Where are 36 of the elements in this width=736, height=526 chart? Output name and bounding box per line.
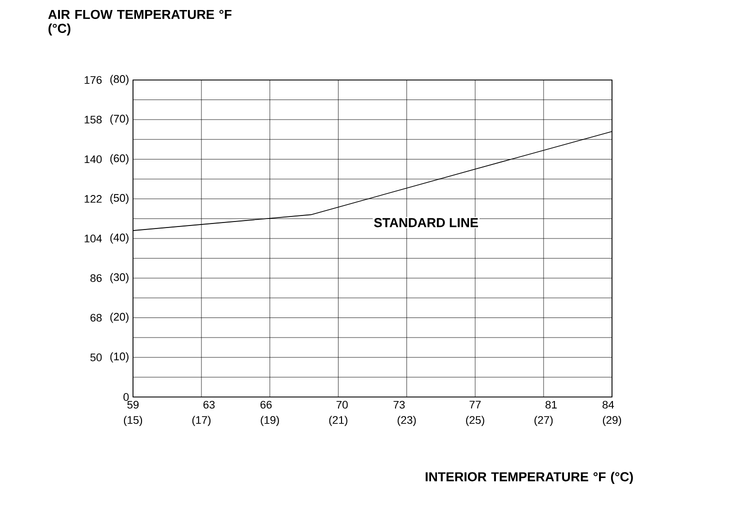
x-tick-label: (29): [602, 416, 622, 426]
y2-tick-label: 50: [90, 353, 102, 362]
y-axis-title: AIR FLOW TEMPERATURE °F (°C): [48, 10, 232, 36]
y-tick-label: (30): [110, 273, 128, 284]
y2-tick-label: 158: [84, 116, 102, 124]
x2-tick-label: 66: [260, 400, 272, 409]
x-tick-label: (15): [124, 416, 142, 426]
y-tick-label: 0: [123, 393, 129, 401]
x-axis-title: INTERIOR TEMPERATURE °F (°C): [426, 472, 633, 484]
x2-tick-label: 81: [546, 400, 557, 409]
y-tick-label: (70): [110, 114, 128, 125]
y-tick-label: (20): [110, 312, 128, 323]
x-tick-label: (27): [534, 416, 553, 426]
y2-tick-label: 140: [84, 155, 102, 164]
y2-tick-label: 86: [90, 274, 102, 282]
x-tick-label: (21): [329, 416, 348, 426]
x2-tick-label: 84: [602, 400, 614, 409]
x2-tick-label: 59: [127, 400, 139, 409]
y2-tick-label: 68: [90, 314, 102, 322]
y2-tick-label: 122: [84, 195, 102, 203]
x-tick-label: (17): [192, 416, 210, 426]
x2-tick-label: 70: [336, 400, 348, 409]
x2-tick-label: 77: [470, 400, 481, 408]
y-tick-label: (10): [110, 352, 128, 362]
x-tick-label: (19): [260, 416, 279, 426]
x-tick-label: (25): [466, 416, 484, 426]
y-tick-label: (80): [110, 74, 128, 86]
x2-tick-label: 63: [204, 400, 215, 409]
annotation: STANDARD LINE: [374, 218, 478, 228]
y2-tick-label: 176: [84, 76, 102, 84]
y2-tick-label: 104: [84, 234, 102, 242]
y-tick-label: (50): [110, 194, 128, 204]
y-tick-label: (60): [110, 154, 128, 164]
x2-tick-label: 73: [394, 400, 405, 409]
y-tick-label: (40): [110, 233, 128, 244]
x-tick-label: (23): [398, 416, 416, 426]
